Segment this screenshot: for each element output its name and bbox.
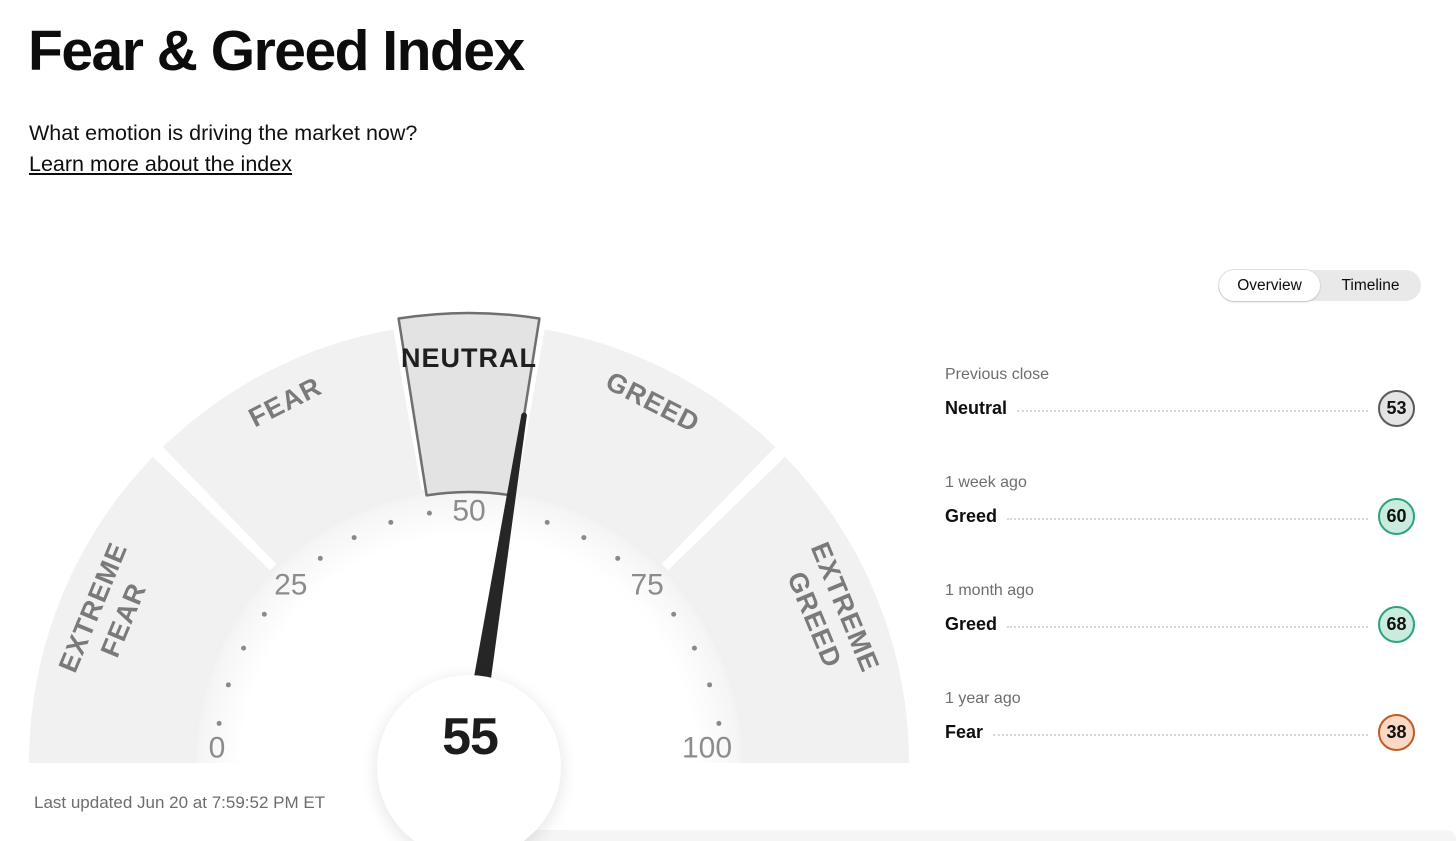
tab-timeline[interactable]: Timeline — [1341, 276, 1400, 294]
history-value-badge: 60 — [1378, 498, 1415, 535]
gauge-scale-dot — [716, 720, 722, 726]
fear-greed-gauge: EXTREME FEAR FEAR NEUTRAL GREED EXTREME GREED 0… — [27, 255, 911, 841]
history-row-sentiment: Greed — [945, 506, 998, 526]
history-row-line: Fear 38 — [945, 714, 1415, 751]
gauge-scale-dot — [261, 611, 267, 617]
last-updated: Last updated Jun 20 at 7:59:52 PM ET — [34, 793, 326, 812]
history-row: 1 month ago Greed 68 — [945, 582, 1415, 643]
gauge-scale-dot — [707, 682, 713, 688]
gauge-scale-dot — [691, 645, 697, 651]
gauge-segment-extreme-fear — [29, 456, 271, 763]
history-value-badge: 38 — [1378, 714, 1415, 751]
dotted-leader — [993, 733, 1368, 736]
gauge-segment-fear — [162, 329, 422, 565]
gauge-scale-dot — [351, 535, 357, 541]
gauge-value: 55 — [442, 708, 498, 766]
gauge-segment-greed — [516, 329, 776, 565]
gauge-chart: EXTREMEFEARFEARNEUTRALGREEDEXTREMEGREED0… — [29, 311, 909, 841]
history-row-sentiment: Neutral — [945, 398, 1008, 418]
gauge-tick-label: 50 — [452, 495, 485, 528]
history-row-label: Previous close — [945, 366, 1050, 383]
gauge-segment-neutral — [397, 311, 541, 497]
gauge-scale-dot — [671, 611, 677, 617]
gauge-scale-dot — [241, 645, 247, 651]
gauge-scale-dot — [581, 535, 587, 541]
history-row: 1 week ago Greed 60 — [945, 474, 1415, 535]
gauge-tick-label: 0 — [209, 732, 226, 765]
gauge-scale-dot — [426, 510, 432, 516]
gauge-hub — [377, 675, 561, 841]
gauge-scale-dot — [388, 519, 394, 525]
history-row-line: Neutral 53 — [945, 390, 1415, 427]
gauge-scale-dot — [317, 555, 323, 561]
history-row-line: Greed 68 — [945, 606, 1415, 643]
dotted-leader — [1007, 625, 1368, 628]
gauge-tick-label: 25 — [274, 568, 307, 601]
history-row: Previous close Neutral 53 — [945, 366, 1415, 427]
gauge-segment-extreme-greed — [667, 456, 909, 763]
gauge-needle — [465, 414, 527, 725]
view-toggle: Overview Timeline — [1219, 270, 1421, 301]
history-row-line: Greed 60 — [945, 498, 1415, 535]
gauge-scale-dot — [615, 555, 621, 561]
history-row-sentiment: Greed — [945, 614, 998, 634]
gauge-needle-tip — [521, 412, 527, 419]
dotted-leader — [1017, 409, 1368, 412]
history-row-sentiment: Fear — [945, 722, 984, 742]
history-value-badge: 68 — [1378, 606, 1415, 643]
dotted-leader — [1007, 517, 1368, 520]
history-row-label: 1 week ago — [945, 474, 1027, 491]
next-section-peek — [420, 830, 1456, 841]
gauge-inner-dial — [192, 486, 746, 763]
history-row-label: 1 year ago — [945, 690, 1021, 707]
page-subtitle: What emotion is driving the market now? — [29, 121, 418, 145]
learn-more-link[interactable]: Learn more about the index — [29, 152, 292, 176]
history-row-label: 1 month ago — [945, 582, 1034, 599]
gauge-scale-dot — [225, 682, 231, 688]
gauge-segment-label: NEUTRAL — [401, 343, 537, 373]
gauge-scale-dot — [544, 519, 550, 525]
history-row: 1 year ago Fear 38 — [945, 690, 1415, 751]
gauge-scale-dot — [216, 720, 222, 726]
page-title: Fear & Greed Index — [28, 19, 525, 83]
tab-overview[interactable]: Overview — [1219, 270, 1320, 301]
gauge-tick-label: 100 — [682, 732, 732, 765]
history-value-badge: 53 — [1378, 390, 1415, 427]
gauge-tick-label: 75 — [631, 568, 664, 601]
history-panel: Previous close Neutral 53 1 week ago Gre… — [945, 366, 1415, 798]
